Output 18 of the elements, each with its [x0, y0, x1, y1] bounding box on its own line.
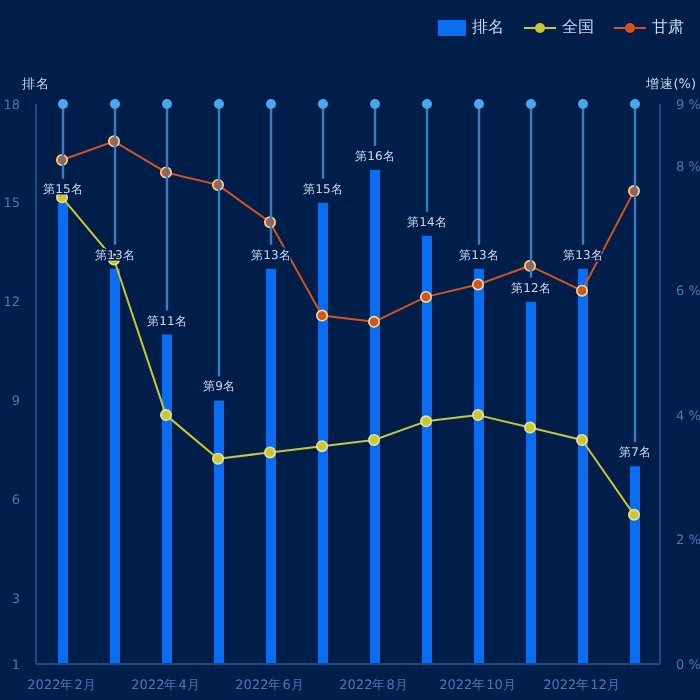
legend-label: 甘肃 — [652, 16, 684, 38]
point — [576, 284, 588, 297]
legend-label: 排名 — [472, 16, 504, 38]
point — [628, 508, 640, 521]
point — [316, 309, 328, 322]
point — [472, 278, 484, 291]
point — [316, 440, 328, 453]
legend-label: 全国 — [562, 16, 594, 38]
point — [576, 434, 588, 446]
point — [420, 415, 432, 428]
point — [160, 409, 172, 422]
point — [212, 452, 224, 465]
point — [472, 409, 484, 422]
point — [524, 421, 536, 434]
point — [368, 315, 380, 328]
point — [264, 446, 276, 459]
point — [368, 434, 380, 446]
point — [420, 290, 432, 303]
